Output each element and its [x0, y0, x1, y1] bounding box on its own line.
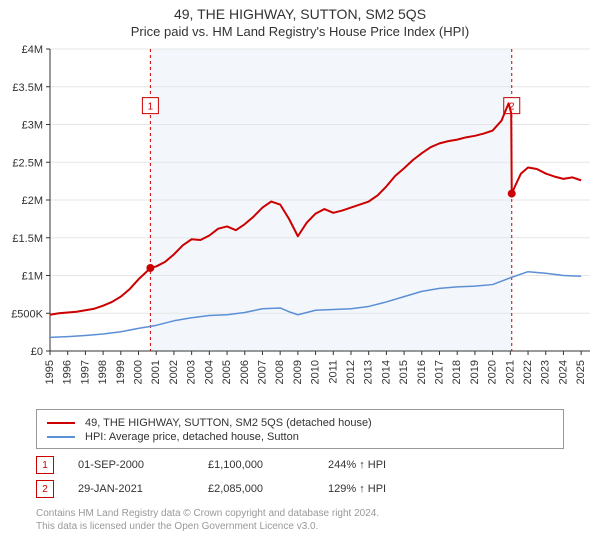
legend: 49, THE HIGHWAY, SUTTON, SM2 5QS (detach…	[36, 409, 564, 449]
svg-text:£500K: £500K	[11, 308, 43, 320]
svg-text:2011: 2011	[327, 360, 339, 384]
svg-text:£0: £0	[31, 346, 43, 358]
legend-row: 49, THE HIGHWAY, SUTTON, SM2 5QS (detach…	[47, 416, 553, 430]
svg-text:1: 1	[148, 102, 154, 113]
svg-text:2014: 2014	[380, 360, 392, 384]
marker-date: 29-JAN-2021	[78, 483, 208, 495]
svg-text:2000: 2000	[133, 360, 145, 384]
marker-badge: 2	[36, 480, 54, 498]
svg-text:2005: 2005	[221, 360, 233, 384]
svg-text:2004: 2004	[203, 360, 215, 384]
svg-text:£4M: £4M	[22, 44, 43, 56]
marker-table: 1 01-SEP-2000£1,100,000244% ↑ HPI 2 29-JAN-…	[36, 453, 564, 501]
svg-text:2019: 2019	[469, 360, 481, 384]
legend-label: 49, THE HIGHWAY, SUTTON, SM2 5QS (detach…	[85, 417, 372, 429]
svg-text:2018: 2018	[451, 360, 463, 384]
svg-text:2003: 2003	[186, 360, 198, 384]
chart-subtitle: Price paid vs. HM Land Registry's House …	[0, 22, 600, 43]
svg-text:2025: 2025	[575, 360, 587, 384]
svg-text:2021: 2021	[504, 360, 516, 384]
legend-row: HPI: Average price, detached house, Sutt…	[47, 430, 553, 444]
svg-text:£1.5M: £1.5M	[12, 233, 43, 245]
svg-text:2008: 2008	[274, 360, 286, 384]
marker-price: £1,100,000	[208, 459, 328, 471]
svg-text:2001: 2001	[150, 360, 162, 384]
footer-line-2: This data is licensed under the Open Gov…	[36, 520, 564, 533]
svg-text:2017: 2017	[434, 360, 446, 384]
svg-text:£3.5M: £3.5M	[12, 82, 43, 94]
marker-pct: 129% ↑ HPI	[328, 483, 438, 495]
chart-plot-area: £0 £500K £1M £1.5M £2M £2.5M £3M £3.5M £4M 1995 19…	[0, 43, 600, 405]
svg-text:2022: 2022	[522, 360, 534, 384]
svg-text:1996: 1996	[62, 360, 74, 384]
legend-swatch	[47, 422, 75, 424]
marker-row: 2 29-JAN-2021£2,085,000129% ↑ HPI	[36, 477, 564, 501]
svg-text:1995: 1995	[44, 360, 56, 384]
svg-text:2009: 2009	[292, 360, 304, 384]
svg-text:2002: 2002	[168, 360, 180, 384]
svg-text:2013: 2013	[363, 360, 375, 384]
svg-text:2012: 2012	[345, 360, 357, 384]
svg-text:2007: 2007	[256, 360, 268, 384]
svg-text:2024: 2024	[557, 360, 569, 384]
svg-text:2006: 2006	[239, 360, 251, 384]
legend-swatch	[47, 436, 75, 438]
svg-text:2010: 2010	[310, 360, 322, 384]
svg-text:2020: 2020	[487, 360, 499, 384]
marker-date: 01-SEP-2000	[78, 459, 208, 471]
svg-text:1999: 1999	[115, 360, 127, 384]
svg-text:£2M: £2M	[22, 195, 43, 207]
svg-text:£1M: £1M	[22, 271, 43, 283]
footer-line-1: Contains HM Land Registry data © Crown c…	[36, 507, 564, 520]
line-chart-svg: £0 £500K £1M £1.5M £2M £2.5M £3M £3.5M £4M 1995 19…	[0, 43, 600, 405]
svg-text:2016: 2016	[416, 360, 428, 384]
svg-text:1998: 1998	[97, 360, 109, 384]
marker-pct: 244% ↑ HPI	[328, 459, 438, 471]
chart-container: 49, THE HIGHWAY, SUTTON, SM2 5QS Price p…	[0, 0, 600, 560]
svg-text:1997: 1997	[79, 360, 91, 384]
chart-title: 49, THE HIGHWAY, SUTTON, SM2 5QS	[0, 0, 600, 22]
svg-text:2015: 2015	[398, 360, 410, 384]
svg-text:2023: 2023	[540, 360, 552, 384]
marker-price: £2,085,000	[208, 483, 328, 495]
svg-text:£3M: £3M	[22, 120, 43, 132]
marker-badge: 1	[36, 456, 54, 474]
svg-text:£2.5M: £2.5M	[12, 157, 43, 169]
footer-attribution: Contains HM Land Registry data © Crown c…	[36, 507, 564, 533]
marker-row: 1 01-SEP-2000£1,100,000244% ↑ HPI	[36, 453, 564, 477]
legend-label: HPI: Average price, detached house, Sutt…	[85, 431, 299, 443]
